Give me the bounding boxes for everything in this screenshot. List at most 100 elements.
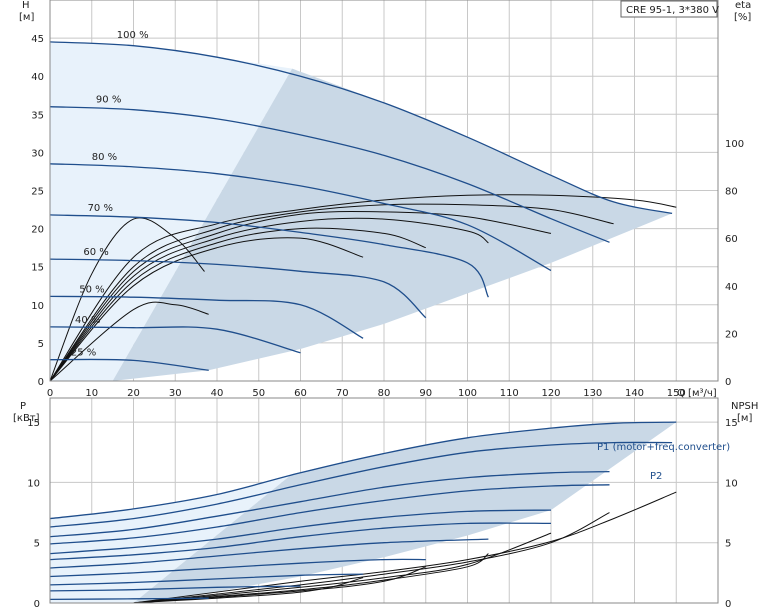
x-tick-90: 90	[419, 388, 432, 399]
power-curve-8	[49, 573, 364, 586]
head-curve-50	[49, 295, 364, 339]
head-curves: 100 % 90 % 80 % 70 % 60 % 50 % 40 % 25 %	[49, 30, 673, 371]
bottom-y-tick-5: 5	[34, 539, 40, 550]
bottom-y2-tick-0: 0	[725, 599, 731, 610]
efficiency-curve-2	[49, 203, 614, 382]
npsh-curve-1	[133, 512, 610, 604]
head-curve-70	[49, 214, 489, 298]
power-curve-7	[49, 558, 426, 578]
top-tick-labels: 0 10 20 30 40 50 60 70 80 90 100 110 120 130 140 150051…	[31, 34, 744, 399]
x-tick-130: 130	[583, 388, 602, 399]
bottom-y2-axis-label: NPSH	[731, 401, 758, 412]
head-curve-90	[49, 106, 610, 243]
bottom-y-axis-label: P	[20, 401, 26, 412]
top-y2-axis-unit: [%]	[734, 12, 751, 23]
speed-label-40: 40 %	[75, 315, 100, 326]
x-tick-80: 80	[378, 388, 391, 399]
x-tick-40: 40	[211, 388, 224, 399]
x-tick-140: 140	[625, 388, 644, 399]
npsh-curve-0	[133, 491, 677, 604]
bottom-y-tick-15: 15	[27, 418, 40, 429]
speed-label-60: 60 %	[83, 247, 108, 258]
power-curve-9	[49, 585, 301, 592]
p2-series-label: P2	[650, 471, 662, 482]
y2-tick-40: 40	[725, 282, 738, 293]
chart-title: CRE 95-1, 3*380 V	[626, 5, 719, 16]
power-curve-3	[49, 484, 610, 545]
efficiency-curve-5	[49, 227, 426, 382]
y-tick-5: 5	[38, 339, 44, 350]
y2-tick-0: 0	[725, 377, 731, 388]
x-tick-150: 150	[667, 388, 686, 399]
y-tick-30: 30	[31, 148, 44, 159]
efficiency-curve-4	[49, 217, 489, 382]
bottom-y2-axis-unit: [м]	[737, 413, 752, 424]
top-y-axis-label: H	[22, 0, 30, 11]
bottom-y-tick-0: 0	[34, 599, 40, 610]
power-curve-10	[49, 597, 209, 601]
efficiency-curve-6	[49, 237, 364, 382]
bottom-operating-areas	[50, 422, 677, 603]
bottom-light-area	[50, 474, 293, 603]
head-curve-60	[49, 258, 427, 319]
power-curves	[49, 421, 677, 601]
y-tick-0: 0	[38, 377, 44, 388]
speed-label-25: 25 %	[71, 348, 96, 359]
efficiency-curve-0	[49, 217, 205, 382]
speed-label-80: 80 %	[92, 152, 117, 163]
efficiency-curve-3	[49, 211, 552, 382]
power-curve-0	[49, 421, 677, 520]
power-curve-2	[49, 470, 610, 538]
x-tick-120: 120	[541, 388, 560, 399]
p1-series-label: P1 (motor+freq.converter)	[597, 442, 730, 453]
efficiency-curve-7	[49, 301, 209, 382]
bottom-y-tick-10: 10	[27, 478, 40, 489]
y-tick-40: 40	[31, 72, 44, 83]
y2-tick-80: 80	[725, 187, 738, 198]
bottom-plot-frame	[49, 397, 719, 604]
x-tick-70: 70	[336, 388, 349, 399]
bottom-y2-tick-5: 5	[725, 539, 731, 550]
power-curve-5	[49, 522, 552, 561]
head-curve-80	[49, 163, 552, 272]
x-tick-110: 110	[500, 388, 519, 399]
power-curve-6	[49, 538, 489, 569]
y-tick-35: 35	[31, 110, 44, 121]
y-tick-10: 10	[31, 301, 44, 312]
bottom-y-axis-unit: [кВт]	[13, 413, 40, 424]
speed-label-50: 50 %	[79, 284, 104, 295]
speed-label-90: 90 %	[96, 95, 121, 106]
x-tick-30: 30	[169, 388, 182, 399]
top-plot-frame	[49, 0, 719, 382]
npsh-curve-3	[133, 553, 489, 604]
y-tick-25: 25	[31, 187, 44, 198]
npsh-curve-5	[133, 577, 364, 604]
x-tick-100: 100	[458, 388, 477, 399]
power-curve-1	[49, 441, 673, 528]
title-box	[620, 0, 718, 18]
y2-tick-60: 60	[725, 234, 738, 245]
x-tick-50: 50	[252, 388, 265, 399]
power-curve-4	[49, 509, 552, 555]
bottom-y2-tick-10: 10	[725, 478, 738, 489]
head-curve-40	[49, 326, 301, 354]
bottom-y2-tick-15: 15	[725, 418, 738, 429]
top-x-axis-label: Q [м³/ч]	[677, 388, 717, 399]
x-tick-10: 10	[85, 388, 98, 399]
x-tick-20: 20	[127, 388, 140, 399]
y-tick-15: 15	[31, 263, 44, 274]
head-curve-25	[49, 358, 209, 371]
y2-tick-20: 20	[725, 329, 738, 340]
y2-tick-100: 100	[725, 139, 744, 150]
head-curve-100	[49, 41, 673, 215]
speed-label-70: 70 %	[88, 203, 113, 214]
x-tick-60: 60	[294, 388, 307, 399]
y-tick-45: 45	[31, 34, 44, 45]
npsh-curve-2	[133, 532, 552, 604]
top-operating-area	[112, 68, 673, 381]
x-tick-0: 0	[47, 388, 53, 399]
top-y2-axis-label: eta	[735, 0, 751, 11]
y-tick-20: 20	[31, 225, 44, 236]
bottom-tick-labels: 0 5 10 15 0 5 10 15	[27, 418, 737, 610]
